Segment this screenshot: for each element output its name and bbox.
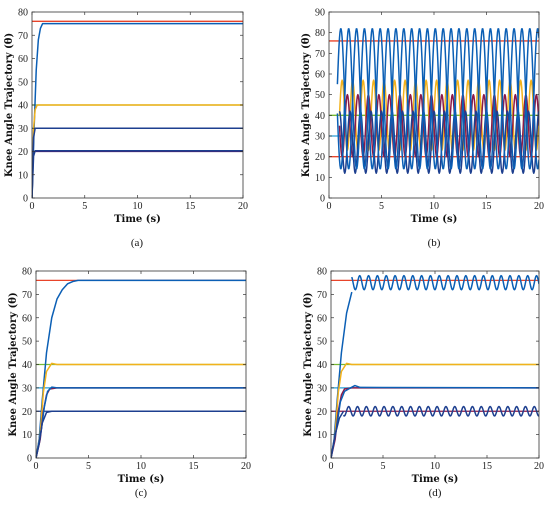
- y-tick-label: 20: [18, 147, 28, 158]
- y-tick-label: 30: [315, 132, 325, 143]
- x-tick-label: 20: [534, 201, 544, 212]
- trajectory-line-4: [36, 279, 246, 458]
- x-tick-label: 5: [82, 201, 87, 212]
- panel-caption: (b): [428, 237, 441, 249]
- x-axis-label: Time (s): [118, 474, 165, 485]
- x-tick-label: 5: [379, 201, 384, 212]
- y-tick-label: 90: [315, 8, 325, 19]
- trajectory-line-6: [338, 110, 539, 174]
- y-tick-label: 0: [23, 194, 28, 205]
- x-axis-label: Time (s): [114, 214, 161, 225]
- x-tick-label: 20: [534, 461, 544, 472]
- y-axis-label: Knee Angle Trajectory (θ): [303, 292, 314, 436]
- y-tick-label: 30: [22, 383, 32, 394]
- x-axis-label: Time (s): [412, 474, 459, 485]
- x-tick-label: 20: [238, 201, 248, 212]
- x-axis-label: Time (s): [411, 214, 458, 225]
- x-tick-label: 5: [381, 461, 386, 472]
- y-tick-label: 60: [317, 313, 327, 324]
- y-tick-label: 70: [22, 290, 32, 301]
- y-tick-label: 70: [18, 31, 28, 42]
- trajectory-line-5: [338, 93, 539, 158]
- y-tick-label: 80: [317, 267, 327, 278]
- y-tick-label: 80: [18, 8, 28, 19]
- chart-panel-c: 0 5 10 15 20 0 10 20 30 40 50 60 70 80 Time (s) Knee An…: [8, 267, 251, 500]
- x-tick-label: 10: [133, 201, 143, 212]
- y-tick-label: 40: [317, 360, 327, 371]
- y-tick-label: 80: [22, 267, 32, 278]
- x-tick-label: 15: [185, 201, 195, 212]
- panel-caption: (d): [429, 487, 442, 499]
- y-tick-label: 50: [315, 90, 325, 101]
- y-tick-label: 0: [322, 454, 327, 465]
- x-tick-label: 0: [30, 201, 35, 212]
- y-tick-label: 0: [320, 194, 325, 205]
- trajectory-line-8: [336, 28, 539, 170]
- chart-panel-b: 0 5 10 15 20 0 10 20 30 40 50 60 70 80 90 Time (s) Knee …: [301, 8, 544, 250]
- x-tick-label: 10: [136, 461, 146, 472]
- trajectory-line-7: [32, 150, 243, 198]
- y-axis-label: Knee Angle Trajectory (θ): [8, 292, 19, 436]
- y-tick-label: 10: [18, 170, 28, 181]
- trajectory-line-10: [342, 405, 539, 417]
- series-group: [32, 20, 243, 198]
- y-axis-label: Knee Angle Trajectory (θ): [4, 33, 15, 177]
- trajectory-line-8: [36, 410, 246, 458]
- y-tick-label: 40: [315, 111, 325, 122]
- y-axis-label: Knee Angle Trajectory (θ): [301, 33, 312, 177]
- x-tick-label: 10: [429, 201, 439, 212]
- y-tick-label: 10: [22, 430, 32, 441]
- x-tick-label: 0: [327, 201, 332, 212]
- x-tick-label: 15: [482, 201, 492, 212]
- y-tick-label: 60: [315, 70, 325, 81]
- y-tick-label: 60: [18, 54, 28, 65]
- x-tick-label: 20: [241, 461, 251, 472]
- trajectory-line-4: [32, 22, 243, 198]
- y-tick-label: 70: [317, 290, 327, 301]
- trajectory-line-8: [331, 384, 539, 458]
- y-tick-label: 10: [317, 430, 327, 441]
- x-tick-label: 0: [34, 461, 39, 472]
- series-group: [36, 279, 246, 458]
- y-tick-label: 20: [315, 152, 325, 163]
- panel-caption: (a): [131, 237, 144, 249]
- y-tick-label: 50: [18, 77, 28, 88]
- y-tick-label: 30: [18, 124, 28, 135]
- y-tick-label: 0: [27, 454, 32, 465]
- y-tick-label: 10: [315, 173, 325, 184]
- chart-panel-d: 0 5 10 15 20 0 10 20 30 40 50 60 70 80 Time (s) Knee An…: [303, 267, 544, 500]
- chart-panel-a: 0 5 10 15 20 0 10 20 30 40 50 60 70 80 Time (s) Knee An…: [4, 8, 248, 250]
- trajectory-line-7: [331, 387, 539, 458]
- trajectory-line-9: [331, 410, 345, 458]
- y-tick-label: 30: [317, 383, 327, 394]
- trajectory-line-6: [36, 387, 246, 458]
- y-tick-label: 50: [317, 337, 327, 348]
- y-tick-label: 20: [317, 407, 327, 418]
- y-tick-label: 40: [18, 101, 28, 112]
- x-tick-label: 15: [482, 461, 492, 472]
- y-tick-label: 60: [22, 313, 32, 324]
- x-tick-label: 10: [430, 461, 440, 472]
- trajectory-line-5: [351, 274, 539, 291]
- trajectory-line-7: [336, 28, 539, 170]
- panel-caption: (c): [135, 487, 148, 499]
- y-tick-label: 40: [22, 360, 32, 371]
- x-tick-label: 0: [329, 461, 334, 472]
- trajectory-line-6: [32, 127, 243, 198]
- trajectory-line-7: [36, 386, 246, 458]
- series-group: [331, 274, 539, 458]
- y-tick-label: 80: [315, 28, 325, 39]
- series-group: [329, 28, 539, 174]
- x-tick-label: 5: [86, 461, 91, 472]
- y-tick-label: 20: [22, 407, 32, 418]
- y-tick-label: 70: [315, 49, 325, 60]
- x-tick-label: 15: [189, 461, 199, 472]
- y-tick-label: 50: [22, 337, 32, 348]
